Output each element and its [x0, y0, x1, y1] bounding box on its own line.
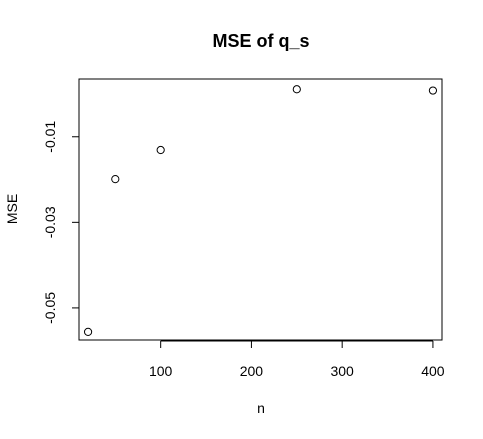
plot-frame	[78, 78, 443, 341]
data-points	[83, 85, 438, 336]
x-axis-label: n	[257, 400, 265, 416]
x-axis: 100 200 300 400	[149, 340, 445, 379]
chart-title: MSE of q_s	[212, 31, 309, 51]
y-axis-label: MSE	[4, 194, 20, 224]
data-point	[428, 86, 438, 95]
x-tick-label: 100	[149, 363, 173, 379]
x-tick-label: 400	[421, 363, 445, 379]
y-axis: -0.05 -0.03 -0.01	[42, 121, 80, 324]
y-tick-label: -0.03	[42, 206, 58, 238]
data-point	[156, 145, 165, 155]
x-tick-label: 200	[240, 363, 264, 379]
data-point	[111, 175, 120, 184]
y-tick-label: -0.05	[42, 292, 58, 324]
data-point	[83, 327, 93, 336]
y-tick-label: -0.01	[42, 121, 58, 153]
x-tick-label: 300	[330, 363, 354, 379]
data-point	[292, 85, 301, 94]
